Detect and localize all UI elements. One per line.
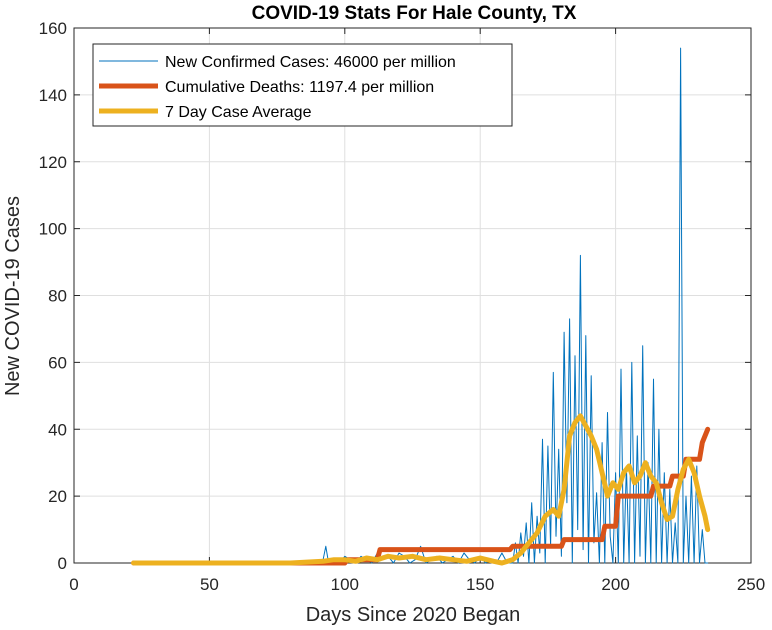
- y-axis-label: New COVID-19 Cases: [2, 196, 24, 396]
- x-tick-label: 150: [466, 575, 494, 594]
- x-tick-label: 200: [601, 575, 629, 594]
- y-tick-label: 120: [39, 153, 67, 172]
- chart-title: COVID-19 Stats For Hale County, TX: [252, 3, 577, 24]
- y-tick-label: 20: [48, 487, 67, 506]
- x-tick-label: 0: [69, 575, 78, 594]
- x-axis-label: Days Since 2020 Began: [306, 604, 521, 626]
- x-tick-label: 50: [200, 575, 219, 594]
- x-tick-label: 250: [737, 575, 765, 594]
- y-tick-label: 100: [39, 220, 67, 239]
- legend-label-1: New Confirmed Cases: 46000 per million: [165, 54, 456, 71]
- series-line-3: [131, 413, 711, 566]
- y-tick-label: 80: [48, 287, 67, 306]
- x-tick-label: 100: [331, 575, 359, 594]
- y-tick-label: 0: [58, 554, 67, 573]
- legend: New Confirmed Cases: 46000 per million Cu…: [92, 43, 513, 127]
- legend-label-3: 7 Day Case Average: [165, 104, 312, 121]
- tick-labels: 0 50 100 150 200 250 0 20 40 60 80 100 120 140 160: [39, 19, 766, 594]
- series-layer: [131, 47, 711, 566]
- y-tick-label: 140: [39, 86, 67, 105]
- legend-box: [92, 43, 513, 127]
- y-tick-label: 60: [48, 353, 67, 372]
- y-tick-label: 40: [48, 420, 67, 439]
- legend-label-2: Cumulative Deaths: 1197.4 per million: [165, 79, 434, 96]
- y-tick-label: 160: [39, 19, 67, 38]
